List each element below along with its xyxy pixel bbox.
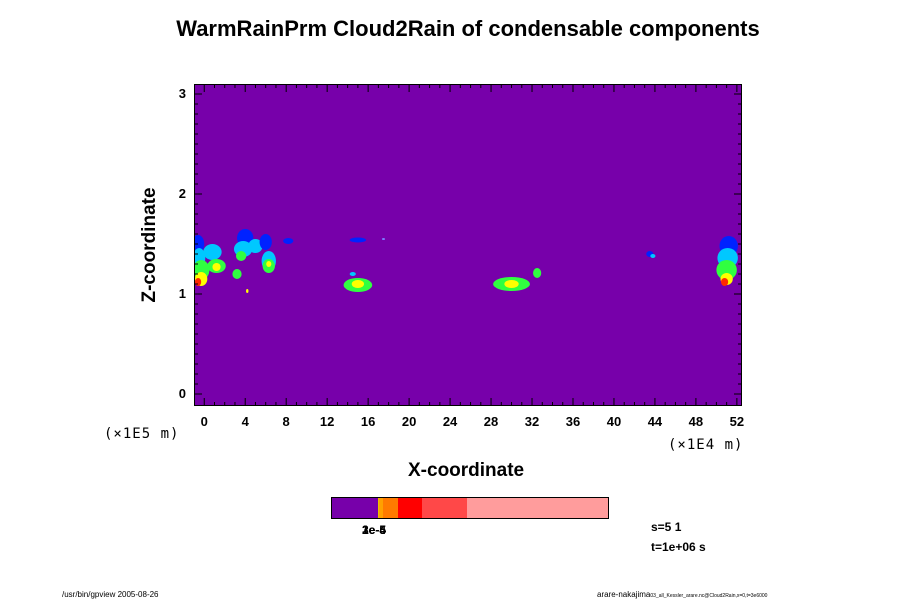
footer-source-file: 03_all_Kessler_arare.nc@Cloud2Rain,x=0,t… (650, 593, 768, 599)
colorbar-label: 1e-5 (362, 523, 387, 537)
colorbar-segment (332, 498, 378, 518)
colorbar-segment (467, 498, 608, 518)
heatmap-cell (259, 234, 272, 250)
x-tick-label: 20 (401, 414, 417, 429)
x-tick-label: 24 (442, 414, 458, 429)
colorbar-segment (421, 498, 468, 518)
x-tick-label: 36 (565, 414, 581, 429)
footer-source: arare-nakajima03_all_Kessler_arare.nc@Cl… (597, 590, 767, 599)
heatmap-cell (716, 260, 737, 280)
chart-title: WarmRainPrm Cloud2Rain of condensable co… (176, 16, 760, 41)
time-info: t=1e+06 s (651, 540, 706, 554)
heatmap-cell (283, 238, 294, 244)
heatmap-cell (351, 280, 365, 288)
heatmap-cell (194, 235, 205, 253)
heatmap-cell (248, 239, 263, 253)
heatmap-cell (504, 280, 519, 288)
colorbar-segment (379, 498, 384, 518)
x-tick-label: 40 (606, 414, 622, 429)
colorbar-segment (383, 498, 399, 518)
colorbar (331, 497, 609, 519)
y-tick-label: 2 (178, 186, 186, 201)
colorbar-label: 3e-4 (362, 523, 387, 537)
heatmap-plot (194, 84, 742, 406)
x-axis-title: X-coordinate (408, 460, 525, 481)
heatmap-cell (381, 238, 386, 240)
heatmap-cell (232, 269, 242, 279)
colorbar-segment (377, 498, 380, 518)
heatmap-cell (212, 263, 221, 271)
heatmap-cell (195, 278, 202, 286)
x-tick-label: 32 (524, 414, 540, 429)
x-tick-label: 28 (483, 414, 499, 429)
y-tick-label: 1 (178, 286, 186, 301)
x-tick-label: 12 (319, 414, 335, 429)
x-tick-label: 52 (729, 414, 745, 429)
y-scale-label: (×1E5 m) (104, 426, 180, 442)
plot-background (194, 84, 742, 406)
x-scale-label: (×1E4 m) (668, 437, 744, 453)
heatmap-cell (235, 251, 247, 261)
x-tick-label: 44 (647, 414, 663, 429)
slice-info: s=5 1 (651, 520, 682, 534)
footer-source-user: arare-nakajima (597, 590, 651, 599)
plot-frame (194, 84, 742, 406)
heatmap-cell (650, 254, 656, 258)
x-tick-label: 48 (688, 414, 704, 429)
heatmap-cell (349, 237, 367, 243)
heatmap-cell (246, 289, 249, 293)
x-tick-label: 16 (360, 414, 376, 429)
y-tick-label: 3 (178, 86, 186, 101)
colorbar-label: 2e-5 (362, 523, 387, 537)
x-tick-label: 4 (241, 414, 249, 429)
x-tick-label: 0 (200, 414, 208, 429)
colorbar-segment (398, 498, 422, 518)
heatmap-cells (194, 229, 738, 293)
heatmap-cell (203, 244, 222, 260)
heatmap-cell (266, 261, 272, 267)
heatmap-cell (349, 272, 356, 276)
heatmap-cell (721, 278, 729, 286)
x-tick-label: 8 (282, 414, 290, 429)
y-tick-label: 0 (178, 386, 186, 401)
y-axis-title: Z-coordinate (139, 187, 160, 303)
heatmap-cell (533, 268, 542, 278)
footer-command: /usr/bin/gpview 2005-08-26 (62, 590, 159, 599)
